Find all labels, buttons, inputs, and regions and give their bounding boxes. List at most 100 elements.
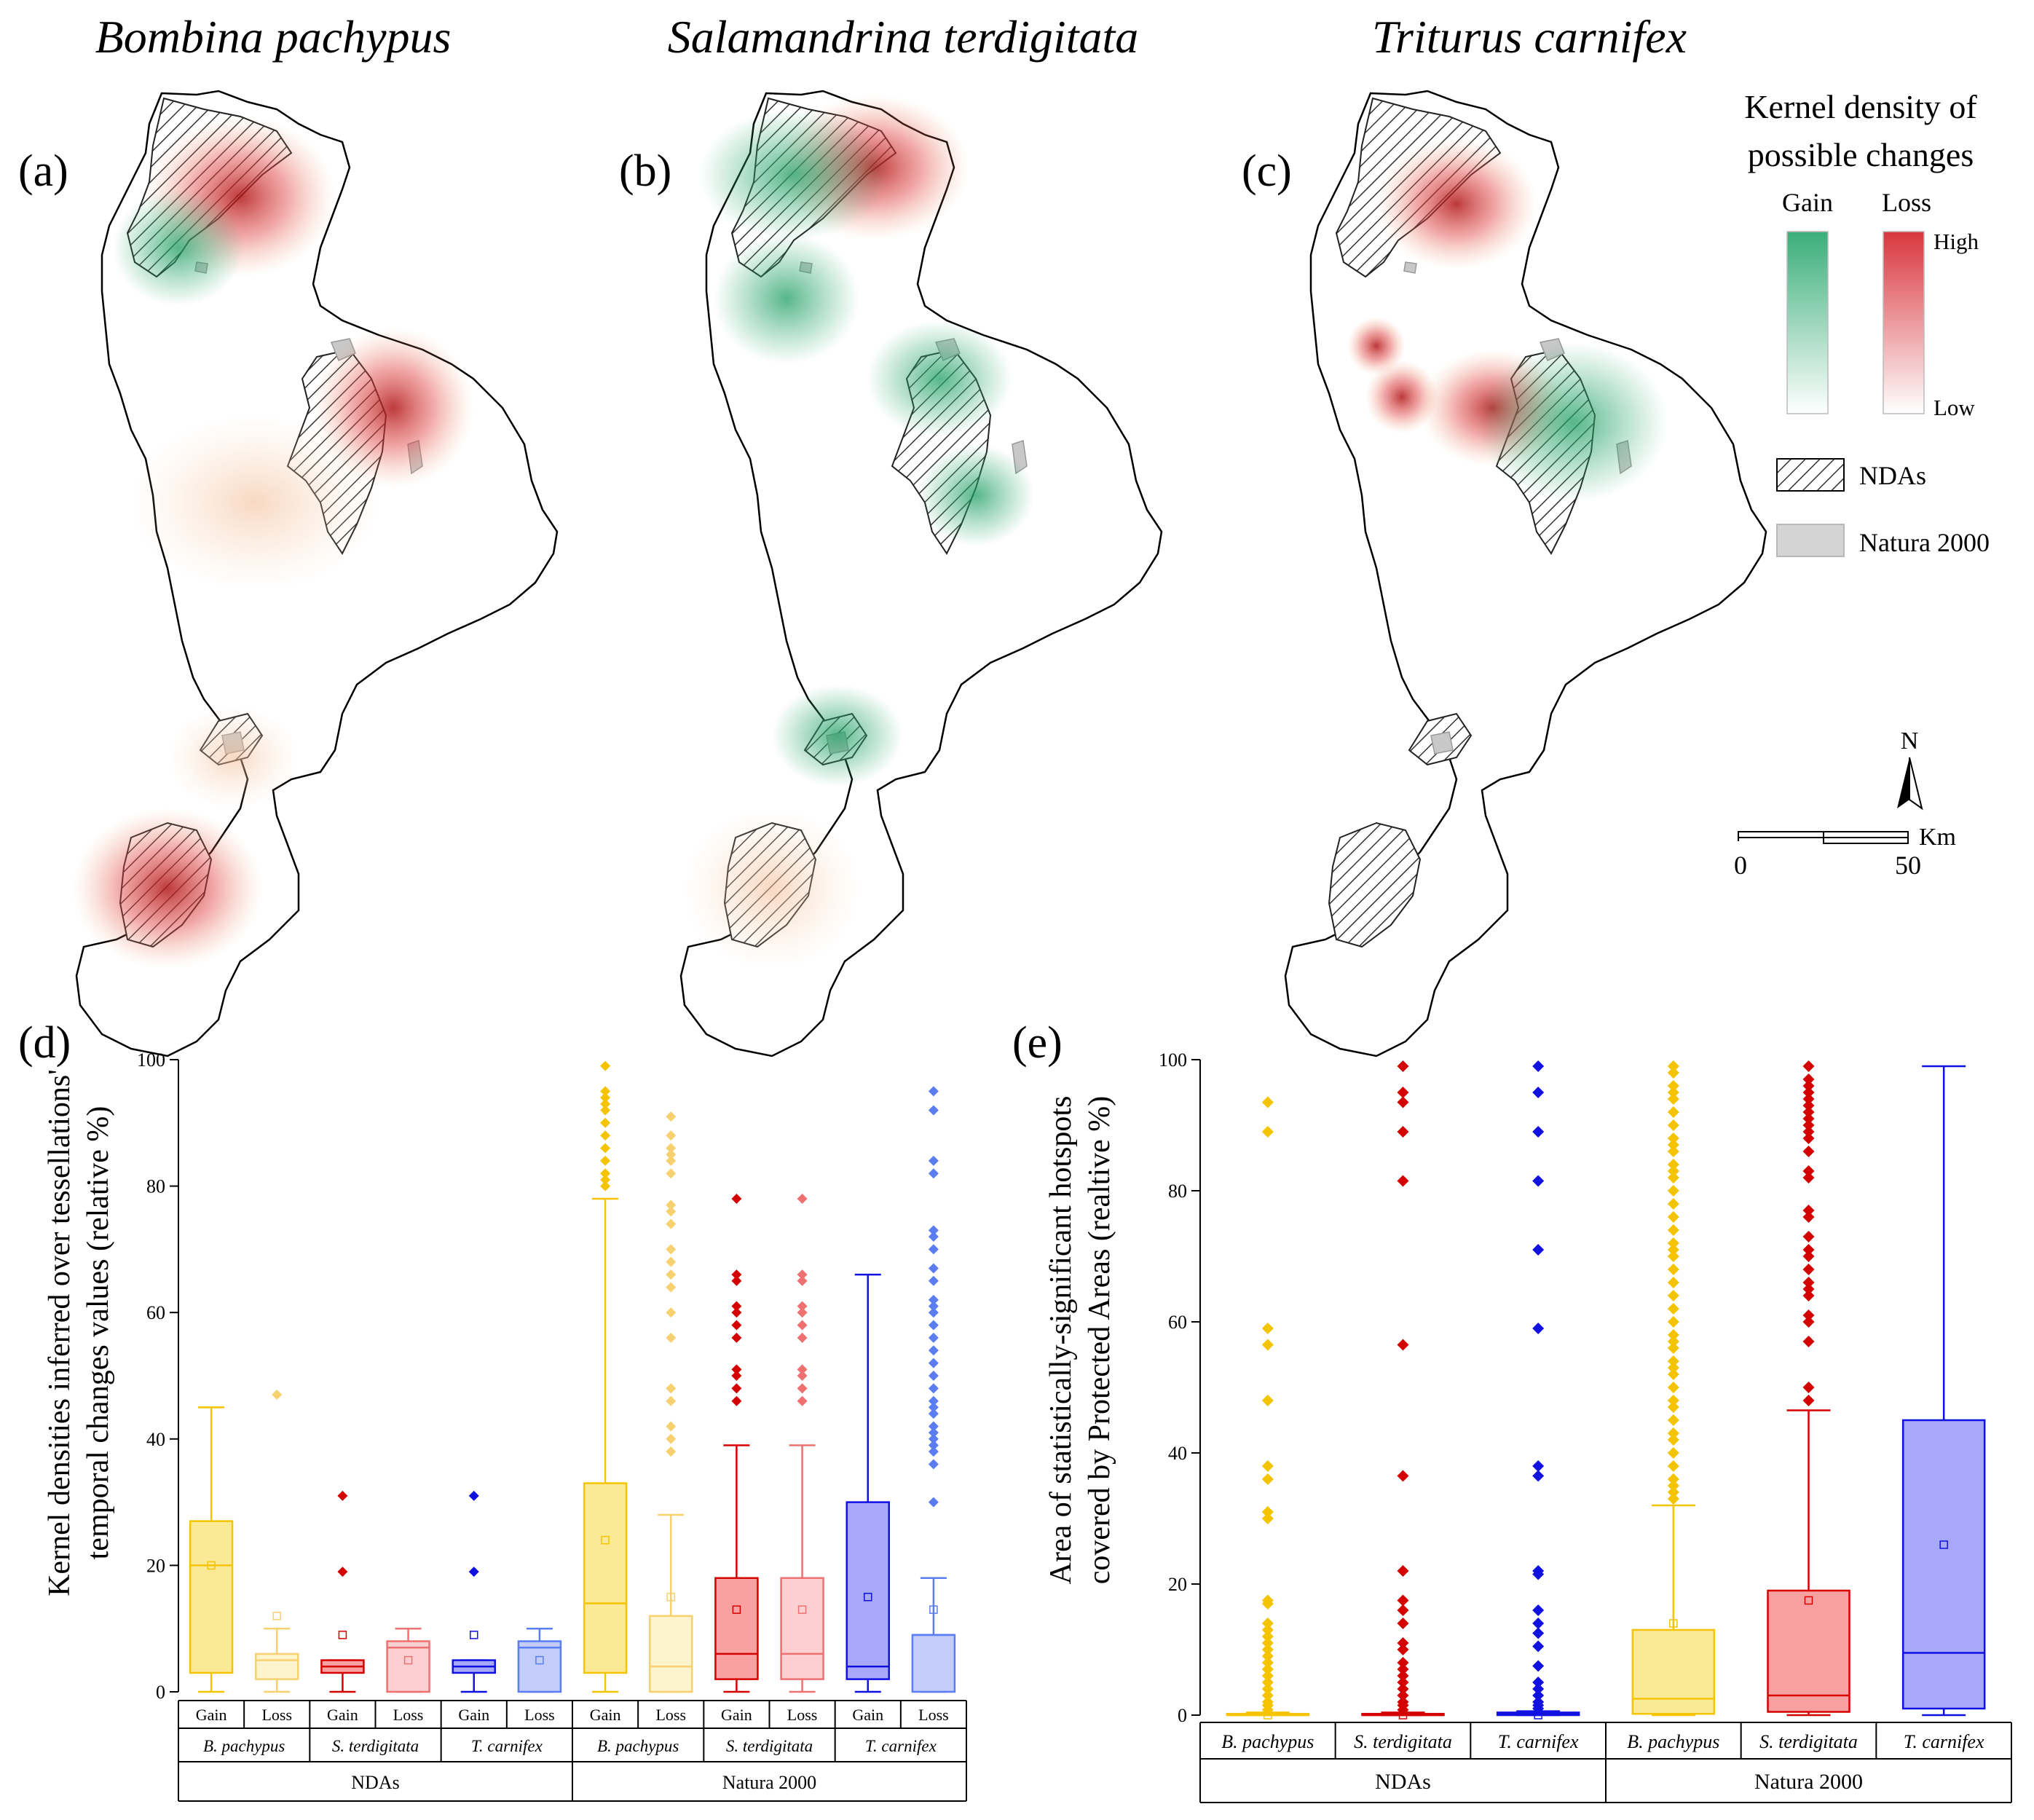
category-label: T. carnifex	[865, 1737, 937, 1755]
outlier-point	[731, 1275, 742, 1286]
outlier-point	[1802, 1106, 1815, 1118]
outlier-point	[1667, 1382, 1679, 1393]
outlier-point	[1261, 1096, 1274, 1108]
box	[583, 1482, 628, 1674]
mean-marker	[864, 1593, 872, 1602]
outlier-point	[1802, 1172, 1815, 1183]
mean-marker	[797, 1605, 807, 1614]
outlier-point	[1397, 1683, 1409, 1695]
outlier-point	[337, 1567, 348, 1577]
outlier-point	[928, 1395, 939, 1406]
y-tick-label: 40	[1168, 1443, 1187, 1464]
outlier-point	[1802, 1283, 1815, 1295]
outlier-point	[1532, 1565, 1545, 1577]
outlier-point	[1261, 1663, 1274, 1675]
outlier-point	[797, 1301, 808, 1312]
legend-title-1: Kernel density of	[1744, 88, 1977, 125]
outlier-point	[928, 1307, 939, 1318]
box	[845, 1501, 890, 1680]
legend-loss: Loss	[1882, 188, 1931, 217]
outlier-point	[1667, 1139, 1679, 1151]
y-tick-label: 80	[1168, 1181, 1187, 1202]
outlier-point	[1667, 1087, 1679, 1098]
box	[517, 1640, 562, 1693]
mean-marker	[732, 1605, 741, 1614]
outlier-point	[1802, 1205, 1815, 1216]
outlier-point	[1667, 1224, 1679, 1236]
outlier-point	[600, 1174, 611, 1185]
category-label: Natura 2000	[722, 1772, 816, 1793]
outlier-point	[797, 1364, 808, 1375]
outlier-point	[928, 1168, 939, 1179]
panel-label-e: (e)	[1012, 1018, 1063, 1068]
outlier-point	[666, 1168, 677, 1179]
outlier-point	[666, 1206, 677, 1217]
outlier-point	[1802, 1093, 1815, 1105]
mean-marker	[1939, 1540, 1948, 1549]
gain-ramp	[1786, 231, 1829, 414]
mean-marker	[666, 1593, 675, 1602]
mean-marker	[1804, 1596, 1813, 1605]
outlier-point	[1261, 1618, 1274, 1629]
mean-marker	[338, 1631, 347, 1639]
outlier-point	[1261, 1460, 1274, 1472]
outlier-point	[1261, 1339, 1274, 1351]
outlier-point	[1397, 1677, 1409, 1688]
scale-bar	[1738, 831, 1909, 844]
outlier-point	[1532, 1683, 1545, 1695]
outlier-point	[1532, 1677, 1545, 1688]
outlier-point	[1667, 1106, 1679, 1118]
outlier-point	[1667, 1336, 1679, 1347]
outlier-point	[1802, 1080, 1815, 1092]
outlier-point	[1667, 1172, 1679, 1183]
legend-low: Low	[1934, 395, 1975, 420]
category-label: Gain	[196, 1706, 227, 1724]
y-tick-label: 0	[156, 1682, 165, 1703]
legend-natura: Natura 2000	[1859, 528, 1990, 557]
outlier-point	[797, 1383, 808, 1394]
outlier-point	[928, 1446, 939, 1457]
outlier-point	[1667, 1211, 1679, 1223]
legend-high: High	[1934, 229, 1979, 254]
outlier-point	[1397, 1096, 1409, 1108]
outlier-point	[1667, 1277, 1679, 1288]
y-tick-label: 60	[146, 1302, 165, 1323]
outlier-point	[928, 1459, 939, 1470]
mean-marker	[207, 1561, 216, 1570]
outlier-point	[666, 1383, 677, 1394]
outlier-point	[666, 1269, 677, 1280]
outlier-point	[797, 1269, 808, 1280]
outlier-point	[1802, 1395, 1815, 1406]
outlier-point	[928, 1371, 939, 1381]
outlier-point	[1261, 1696, 1274, 1708]
outlier-point	[1667, 1414, 1679, 1426]
outlier-point	[666, 1143, 677, 1154]
outlier-point	[928, 1275, 939, 1286]
outlier-point	[1397, 1644, 1409, 1655]
outlier-point	[1261, 1670, 1274, 1682]
outlier-point	[1261, 1473, 1274, 1485]
outlier-point	[1802, 1231, 1815, 1242]
category-label: NDAs	[351, 1772, 399, 1793]
ylabel-e-2: covered by Protected Areas (realtive %)	[1083, 1096, 1116, 1585]
outlier-point	[1802, 1074, 1815, 1085]
outlier-point	[1802, 1087, 1815, 1098]
outlier-point	[1667, 1146, 1679, 1157]
outlier-point	[1532, 1126, 1545, 1138]
outlier-point	[1532, 1618, 1545, 1629]
legend-ndas: NDAs	[1859, 461, 1926, 490]
outlier-point	[1667, 1185, 1679, 1197]
outlier-point	[1802, 1113, 1815, 1124]
y-tick-label: 0	[1178, 1705, 1187, 1726]
category-label: Gain	[852, 1706, 883, 1724]
outlier-point	[1532, 1696, 1545, 1708]
outlier-point	[731, 1307, 742, 1318]
outlier-point	[337, 1490, 348, 1501]
outlier-point	[1667, 1493, 1679, 1505]
outlier-point	[1667, 1237, 1679, 1249]
boxplot-d: Kernel densities inferred over tessellat…	[43, 1049, 967, 1802]
mean-marker	[535, 1655, 544, 1665]
outlier-point	[797, 1371, 808, 1381]
outlier-point	[666, 1244, 677, 1255]
outlier-point	[1667, 1427, 1679, 1439]
